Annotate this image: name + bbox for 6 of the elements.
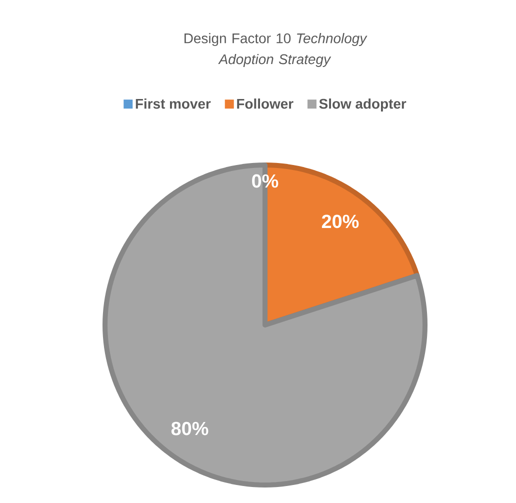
legend-label: Slow adopter [319,98,406,112]
data-label: 80% [171,422,208,436]
legend-label: Follower [237,98,294,109]
data-label: 20% [322,214,359,228]
chart-title: Design Factor 10 Technology Adoption Strategy [184,33,368,67]
legend-label: First mover [136,98,211,109]
